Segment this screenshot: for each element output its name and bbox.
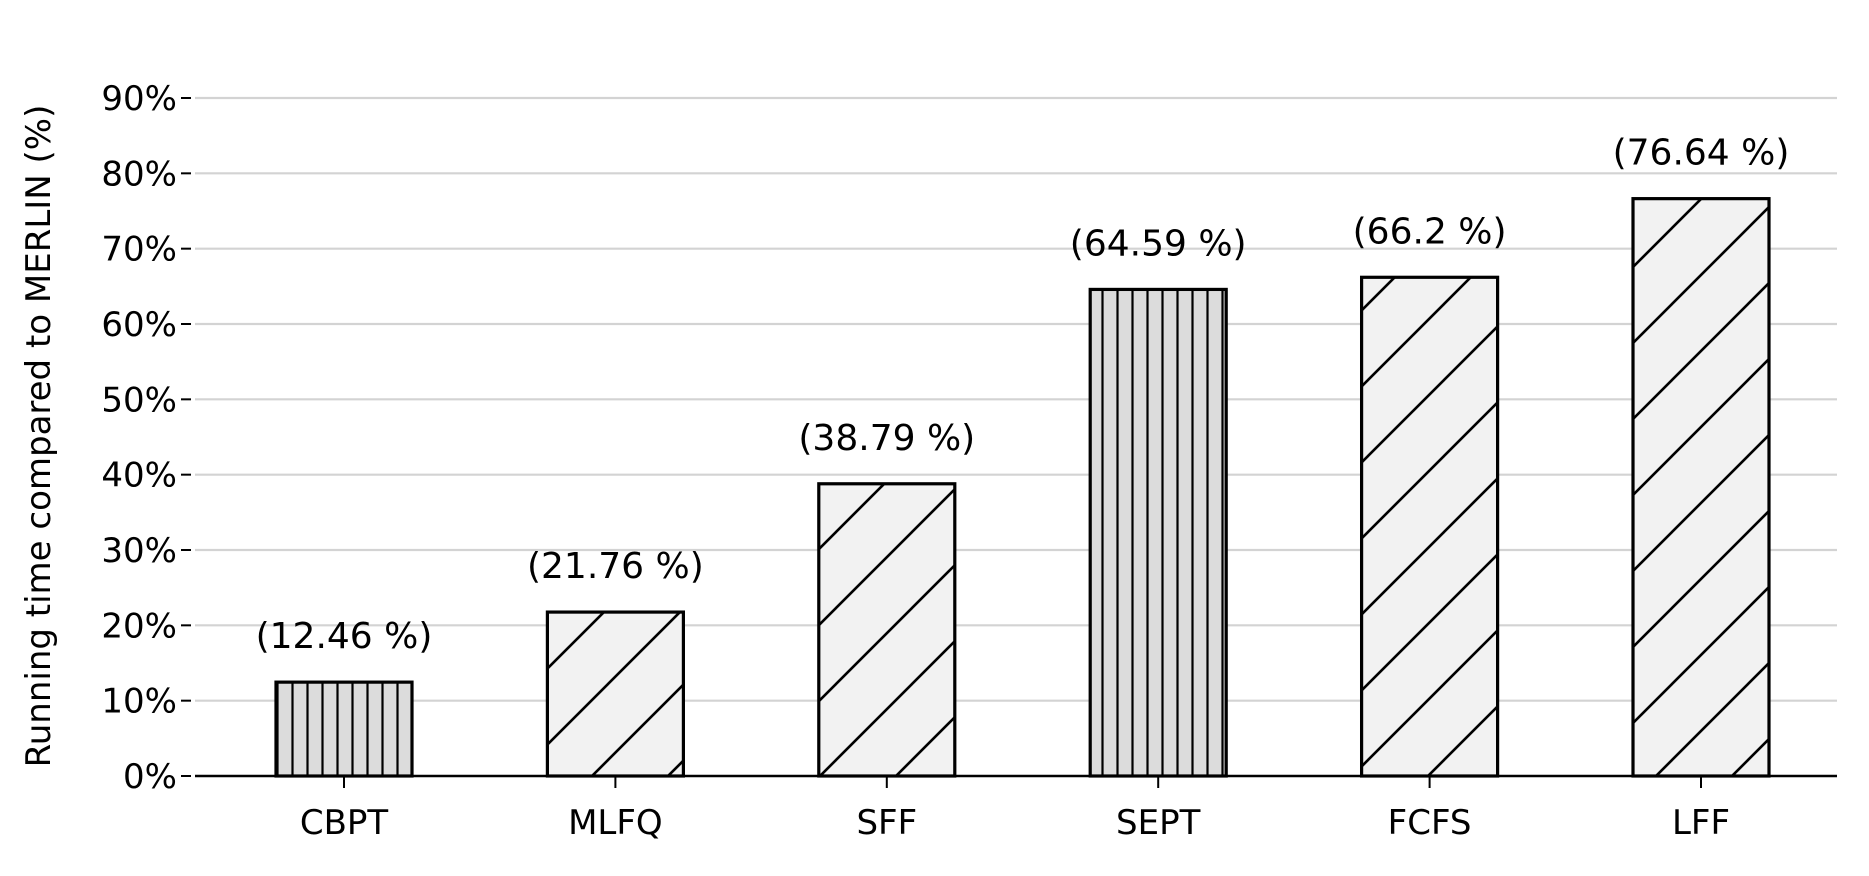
data-label-lff: (76.64 %) bbox=[1613, 133, 1790, 174]
bars bbox=[274, 197, 1771, 778]
x-tick-label: LFF bbox=[1672, 803, 1730, 843]
y-tick-label: 0% bbox=[123, 757, 177, 797]
y-tick-label: 70% bbox=[101, 230, 177, 270]
y-tick-label: 80% bbox=[101, 154, 177, 194]
axes: 0% 10% 20% 30% 40% 50% 60% 70% 80% 90% CBPT MLFQ SFF… bbox=[101, 79, 1837, 843]
y-axis-label: Running time compared to MERLIN (%) bbox=[19, 105, 59, 768]
data-label-mlfq: (21.76 %) bbox=[527, 546, 704, 587]
y-tick-label: 30% bbox=[101, 531, 177, 571]
x-tick-label: SEPT bbox=[1116, 803, 1201, 843]
y-tick-label: 50% bbox=[101, 380, 177, 420]
data-label-sept: (64.59 %) bbox=[1070, 223, 1247, 264]
x-tick-label: FCFS bbox=[1388, 803, 1472, 843]
y-tick-label: 10% bbox=[101, 682, 177, 722]
x-tick-label: MLFQ bbox=[568, 803, 663, 843]
grid-lines bbox=[195, 96, 1837, 702]
bar-sept bbox=[1088, 287, 1228, 778]
data-label-sff: (38.79 %) bbox=[798, 418, 975, 459]
x-tick-label: SFF bbox=[856, 803, 917, 843]
bar-lff bbox=[1631, 197, 1771, 778]
labels: (12.46 %) (21.76 %) (38.79 %) (64.59 %) (66.… bbox=[256, 133, 1790, 657]
x-tick-label: CBPT bbox=[300, 803, 389, 843]
y-tick-label: 60% bbox=[101, 305, 177, 345]
data-label-cbpt: (12.46 %) bbox=[256, 616, 433, 657]
data-label-fcfs: (66.2 %) bbox=[1353, 211, 1507, 252]
y-tick-label: 20% bbox=[101, 606, 177, 646]
bar-fcfs bbox=[1359, 275, 1500, 778]
y-tick-label: 40% bbox=[101, 456, 177, 496]
y-tick-label: 90% bbox=[101, 79, 177, 119]
bar-cbpt bbox=[274, 680, 414, 778]
bar-mlfq bbox=[545, 610, 686, 778]
bar-sff bbox=[817, 482, 957, 778]
